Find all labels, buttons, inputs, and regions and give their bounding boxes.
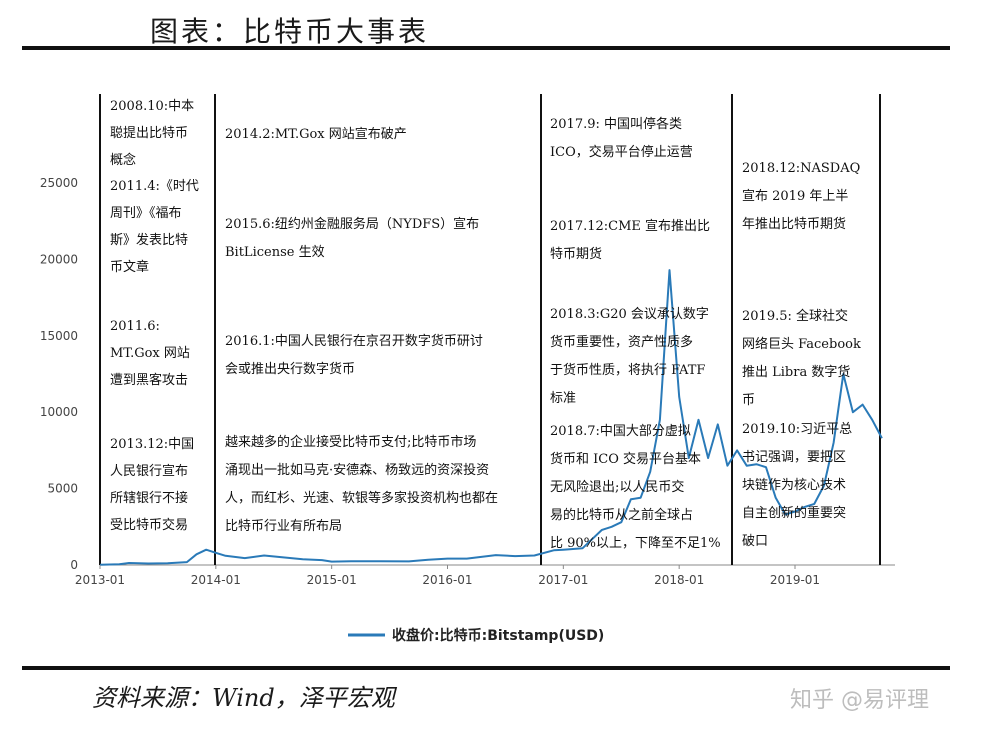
event-annotation: 2019.5: 全球社交网络巨头 Facebook 推出 Libra 数字货币 (742, 308, 861, 408)
annotation-line: 2018.3:G20 会议承认数字 (550, 307, 709, 322)
annotation-line: 标准 (550, 391, 576, 406)
annotation-line: 2015.6:纽约州金融服务局（NYDFS）宣布 (225, 216, 479, 232)
annotation-line: 2008.10:中本 (110, 99, 194, 114)
annotation-line: 2019.10:习近平总 (742, 422, 852, 437)
annotation-line: 货币重要性，资产性质多 (550, 334, 693, 350)
x-tick-label: 2017-01 (538, 573, 588, 587)
x-tick-label: 2014-01 (191, 573, 241, 587)
y-axis: 0 5000 10000 15000 20000 25000 (40, 176, 78, 572)
annotation-line: 2017.12:CME 宣布推出比 (550, 218, 710, 234)
event-annotation: 2011.4:《时代周刊》《福布斯》发表比特币文章 (110, 179, 199, 275)
annotation-line: 自主创新的重要突 (742, 505, 846, 521)
source-note: 资料来源：Wind，泽平宏观 (92, 684, 395, 712)
series-line (99, 269, 883, 566)
annotation-line: 网络巨头 Facebook (742, 336, 861, 352)
annotation-line: 周刊》《福布 (110, 206, 182, 221)
event-annotations: 2008.10:中本聪提出比特币概念 2011.4:《时代周刊》《福布斯》发表比特… (110, 99, 861, 551)
series-group (99, 269, 883, 566)
annotation-line: 人民银行宣布 (110, 463, 188, 479)
event-annotation: 越来越多的企业接受比特币支付;比特币市场涌现出一批如马克·安德森、杨致远的资深投… (225, 434, 498, 534)
y-tick-label: 5000 (47, 482, 78, 496)
event-annotation: 2015.6:纽约州金融服务局（NYDFS）宣布 BitLicense 生效 (225, 216, 479, 260)
annotation-line: 破口 (742, 534, 768, 549)
x-tick-label: 2015-01 (307, 573, 357, 587)
y-tick-label: 25000 (40, 176, 78, 190)
annotation-line: 年推出比特币期货 (742, 216, 846, 232)
y-tick-label: 0 (70, 558, 78, 572)
y-tick-label: 10000 (40, 405, 78, 419)
annotation-line: 2018.7:中国大部分虚拟 (550, 424, 691, 439)
legend: 收盘价:比特币:Bitstamp(USD) (348, 627, 604, 644)
event-annotation: 2014.2:MT.Gox 网站宣布破产 (225, 126, 407, 142)
annotation-line: 宣布 2019 年上半 (742, 188, 848, 204)
annotation-line: 2016.1:中国人民银行在京召开数字货币研讨 (225, 333, 483, 349)
annotation-line: 无风险退出;以人民币交 (550, 479, 684, 495)
annotation-line: 人，而红杉、光速、软银等多家投资机构也都在 (225, 490, 498, 506)
annotation-line: ICO，交易平台停止运营 (550, 144, 693, 160)
annotation-line: 2013.12:中国 (110, 437, 194, 452)
event-annotation: 2019.10:习近平总书记强调，要把区块链作为核心技术自主创新的重要突破口 (742, 422, 852, 549)
top-rule (22, 46, 950, 50)
annotation-line: 2018.12:NASDAQ (742, 161, 860, 176)
annotation-line: 比 90%以上，下降至不足1% (550, 536, 721, 551)
annotation-line: 易的比特币从之前全球占 (550, 507, 693, 523)
annotation-line: 书记强调，要把区 (742, 450, 846, 465)
page-title: 图表：比特币大事表 (150, 15, 430, 48)
annotation-line: 遭到黑客攻击 (110, 372, 188, 388)
event-annotation: 2008.10:中本聪提出比特币概念 (110, 99, 194, 168)
annotation-line: 概念 (110, 152, 136, 168)
y-tick-label: 20000 (40, 252, 78, 266)
x-tick-label: 2013-01 (75, 573, 125, 587)
annotation-line: 2019.5: 全球社交 (742, 308, 848, 324)
annotation-line: 推出 Libra 数字货 (742, 364, 850, 380)
event-annotation: 2011.6: MT.Gox 网站遭到黑客攻击 (110, 319, 190, 388)
annotation-line: 2014.2:MT.Gox 网站宣布破产 (225, 126, 407, 142)
bottom-rule (22, 666, 950, 670)
x-tick-label: 2016-01 (422, 573, 472, 587)
legend-label: 收盘价:比特币:Bitstamp(USD) (392, 627, 604, 644)
annotation-line: 斯》发表比特 (110, 232, 188, 248)
event-annotation: 2017.9: 中国叫停各类 ICO，交易平台停止运营 (550, 116, 693, 160)
x-tick-label: 2018-01 (654, 573, 704, 587)
annotation-line: 2011.6: (110, 319, 160, 334)
event-column-dividers (99, 94, 881, 565)
annotation-line: 所辖银行不接 (110, 490, 188, 506)
annotation-line: 于货币性质，将执行 FATF (550, 362, 705, 378)
x-tick-label: 2019-01 (770, 573, 820, 587)
event-annotation: 2013.12:中国人民银行宣布所辖银行不接受比特币交易 (110, 437, 194, 533)
event-annotation: 2018.7:中国大部分虚拟货币和 ICO 交易平台基本无风险退出;以人民币交易… (550, 424, 721, 551)
annotation-line: BitLicense 生效 (225, 245, 325, 260)
annotation-line: 币文章 (110, 259, 149, 275)
event-annotation: 2017.12:CME 宣布推出比特币期货 (550, 218, 710, 262)
x-axis: 2013-01 2014-01 2015-01 2016-01 2017-01 2018-… (75, 565, 820, 587)
event-annotation: 2018.12:NASDAQ 宣布 2019 年上半年推出比特币期货 (742, 161, 860, 232)
annotation-line: 币 (742, 393, 755, 408)
watermark: 知乎 @易评理 (790, 688, 929, 713)
annotation-line: 聪提出比特币 (110, 125, 188, 141)
annotation-line: 2017.9: 中国叫停各类 (550, 116, 682, 132)
annotation-line: 比特币行业有所布局 (225, 519, 342, 534)
annotation-line: 2011.4:《时代 (110, 179, 199, 194)
annotation-line: MT.Gox 网站 (110, 346, 190, 361)
annotation-line: 块链作为核心技术 (742, 478, 846, 493)
y-tick-label: 15000 (40, 329, 78, 343)
annotation-line: 受比特币交易 (110, 517, 188, 533)
annotation-line: 涌现出一批如马克·安德森、杨致远的资深投资 (225, 462, 489, 478)
annotation-line: 会或推出央行数字货币 (225, 361, 355, 377)
annotation-line: 货币和 ICO 交易平台基本 (550, 451, 701, 467)
event-annotation: 2016.1:中国人民银行在京召开数字货币研讨会或推出央行数字货币 (225, 333, 483, 377)
event-annotation: 2018.3:G20 会议承认数字货币重要性，资产性质多于货币性质，将执行 FA… (550, 307, 709, 406)
annotation-line: 特币期货 (550, 246, 602, 262)
annotation-line: 越来越多的企业接受比特币支付;比特币市场 (225, 434, 476, 450)
